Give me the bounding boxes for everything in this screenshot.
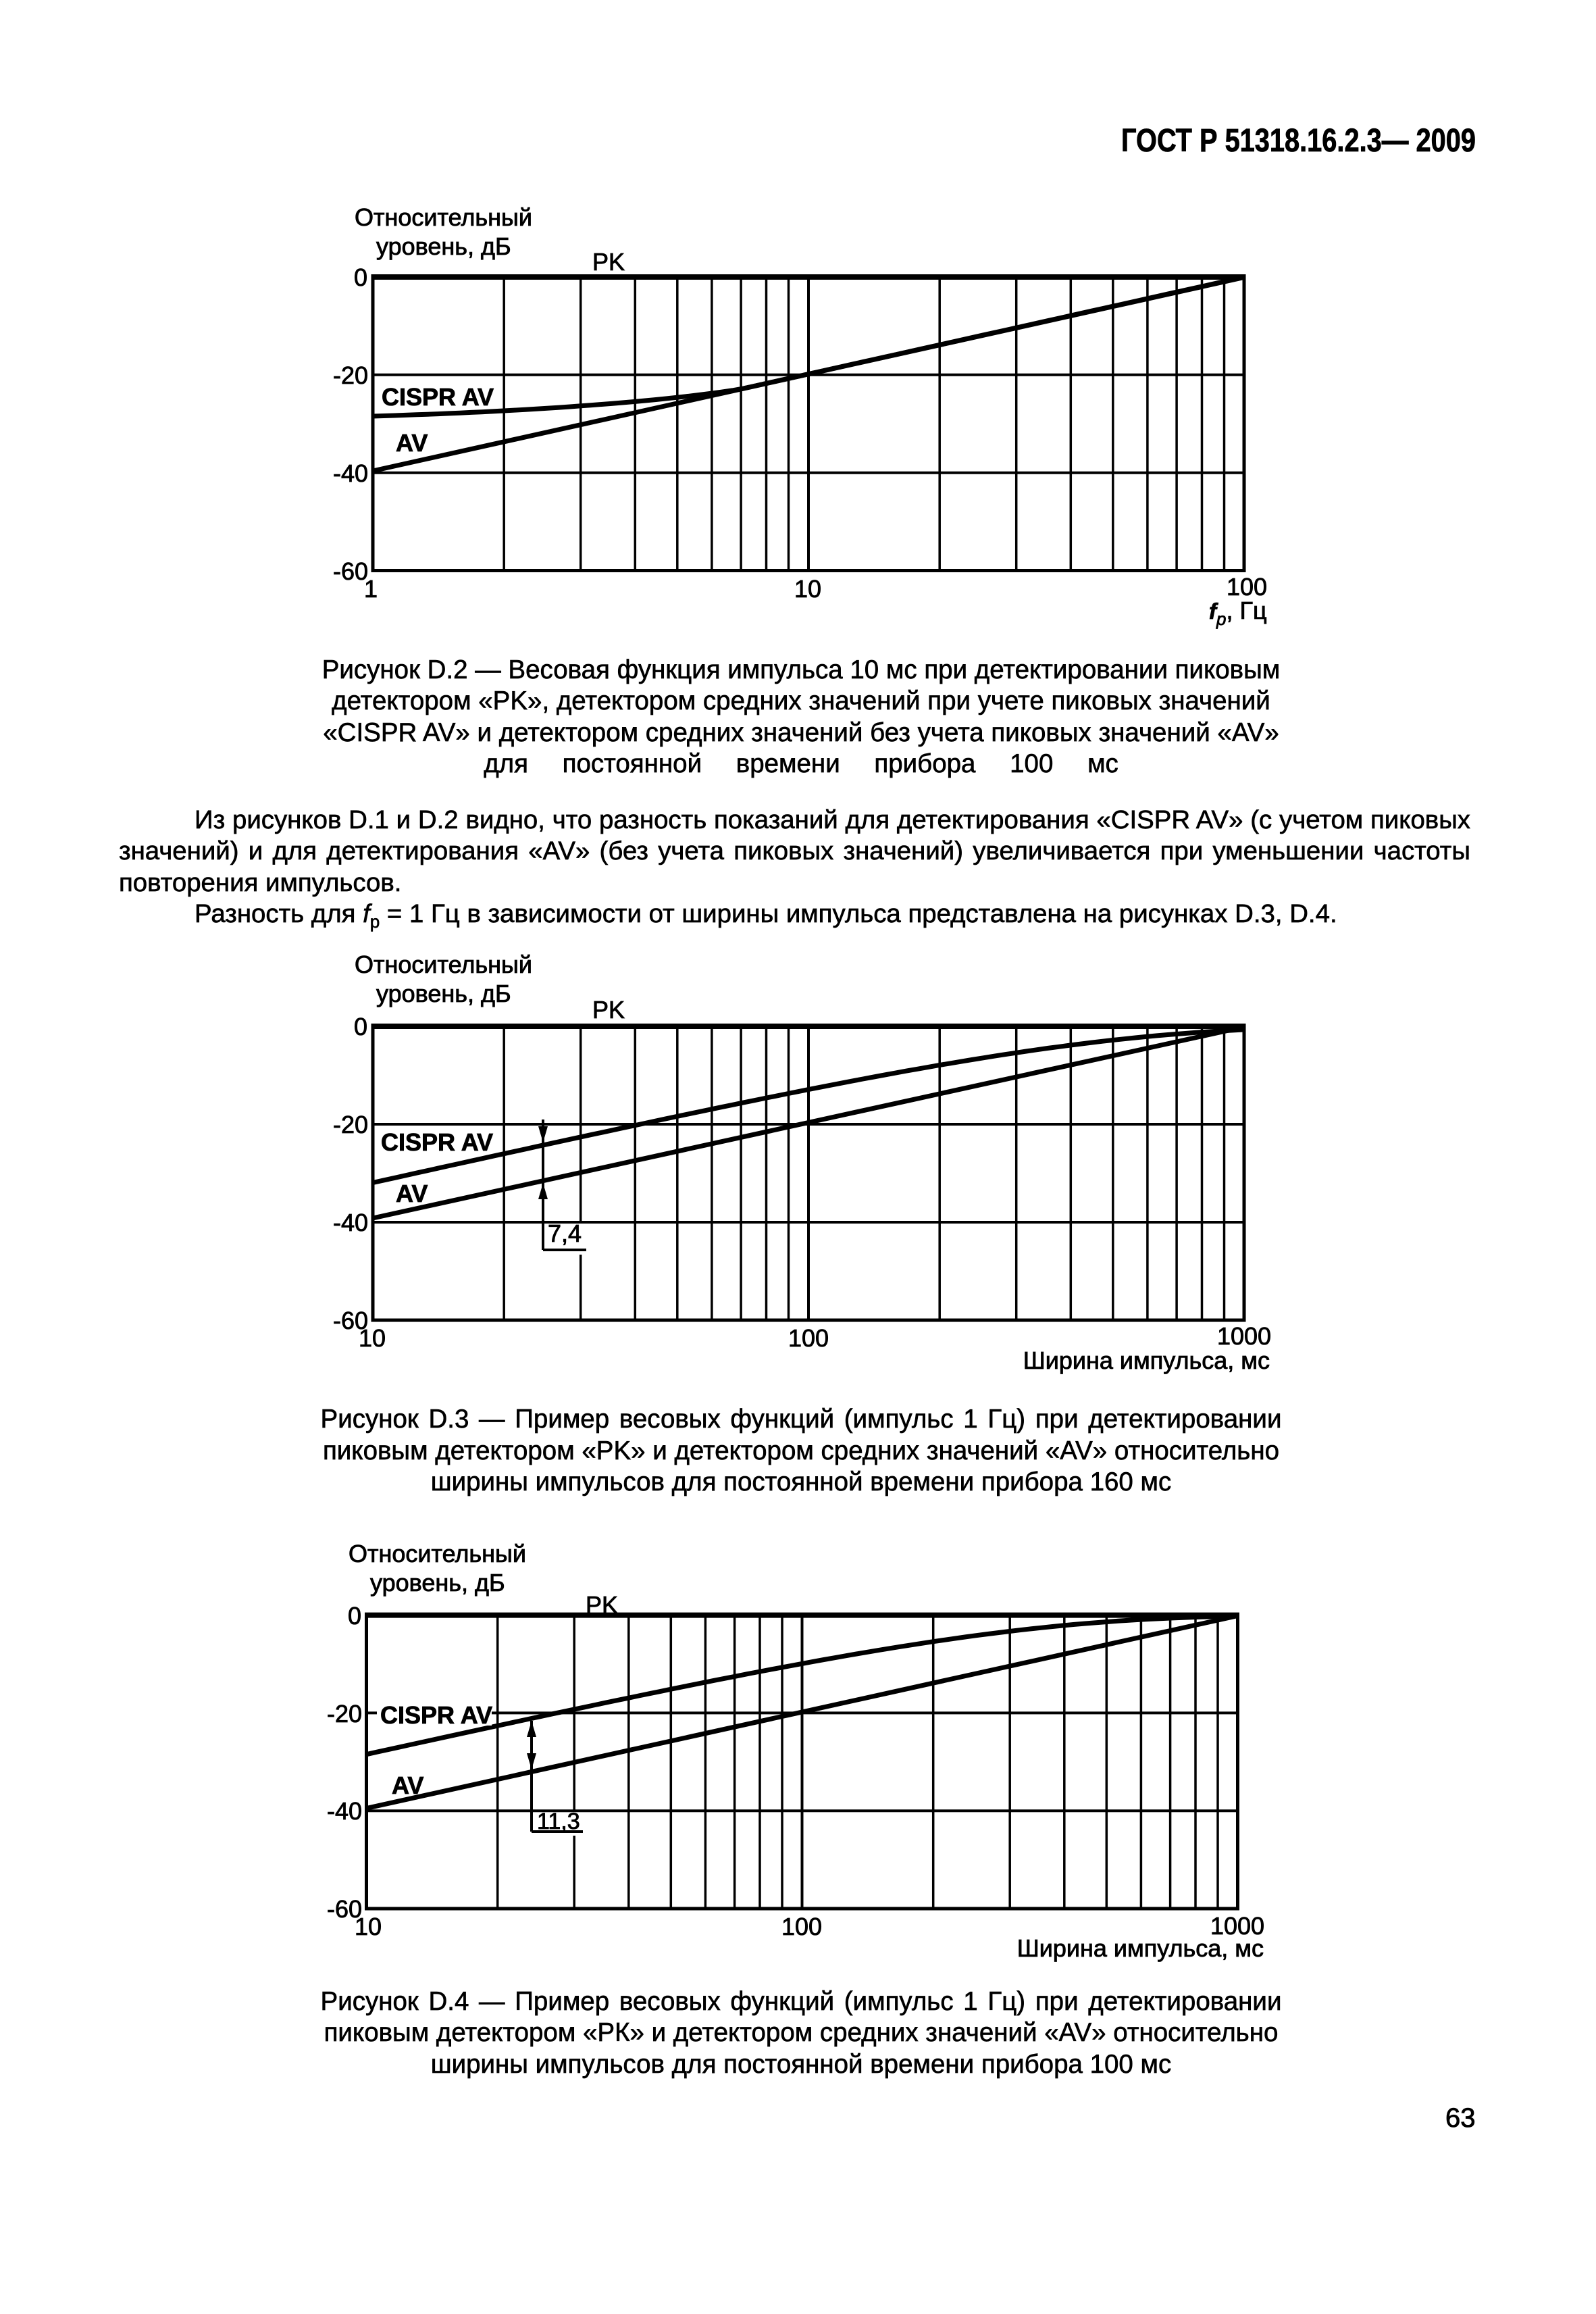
svg-text:-40: -40 xyxy=(333,459,368,487)
svg-text:PK: PK xyxy=(592,996,625,1024)
svg-text:fp, Гц: fp, Гц xyxy=(1209,597,1267,629)
svg-text:-20: -20 xyxy=(327,1700,362,1728)
svg-text:-60: -60 xyxy=(333,557,368,585)
svg-text:CISPR AV: CISPR AV xyxy=(381,1128,493,1156)
svg-text:100: 100 xyxy=(788,1324,829,1352)
svg-text:0: 0 xyxy=(354,263,367,291)
svg-text:Относительный: Относительный xyxy=(349,1540,526,1567)
svg-text:уровень, дБ: уровень, дБ xyxy=(376,232,511,260)
svg-text:CISPR AV: CISPR AV xyxy=(382,383,494,411)
svg-text:1000: 1000 xyxy=(1210,1912,1264,1940)
svg-text:ГОСТ Р 51318.16.2.3— 2009: ГОСТ Р 51318.16.2.3— 2009 xyxy=(1121,123,1476,159)
svg-text:7,4: 7,4 xyxy=(548,1219,582,1247)
svg-text:10: 10 xyxy=(794,575,821,603)
svg-text:CISPR AV: CISPR AV xyxy=(380,1701,492,1729)
svg-text:AV: AV xyxy=(396,429,428,457)
svg-text:0: 0 xyxy=(354,1013,367,1040)
svg-text:10: 10 xyxy=(355,1913,382,1940)
svg-text:-40: -40 xyxy=(333,1209,368,1236)
svg-text:-20: -20 xyxy=(333,1111,368,1138)
svg-text:1000: 1000 xyxy=(1217,1322,1271,1350)
svg-text:0: 0 xyxy=(348,1602,361,1630)
svg-text:AV: AV xyxy=(392,1771,423,1799)
svg-text:1: 1 xyxy=(364,575,378,603)
svg-text:PK: PK xyxy=(586,1591,618,1619)
svg-text:100: 100 xyxy=(781,1913,822,1940)
svg-text:Ширина импульса, мс: Ширина импульса, мс xyxy=(1017,1934,1264,1962)
svg-text:уровень, дБ: уровень, дБ xyxy=(376,980,511,1007)
svg-text:100: 100 xyxy=(1227,573,1267,601)
svg-text:11,3: 11,3 xyxy=(537,1809,580,1834)
svg-text:Ширина импульса, мс: Ширина импульса, мс xyxy=(1023,1347,1270,1374)
svg-text:-60: -60 xyxy=(327,1895,362,1923)
svg-text:Относительный: Относительный xyxy=(355,951,532,978)
svg-text:-20: -20 xyxy=(333,361,368,389)
svg-text:63: 63 xyxy=(1445,2103,1476,2133)
svg-text:AV: AV xyxy=(396,1180,428,1207)
svg-text:уровень, дБ: уровень, дБ xyxy=(370,1569,505,1596)
svg-text:-40: -40 xyxy=(327,1797,362,1825)
svg-text:PK: PK xyxy=(592,248,625,276)
svg-text:Относительный: Относительный xyxy=(355,203,532,231)
svg-text:-60: -60 xyxy=(333,1307,368,1334)
svg-text:10: 10 xyxy=(359,1324,386,1352)
